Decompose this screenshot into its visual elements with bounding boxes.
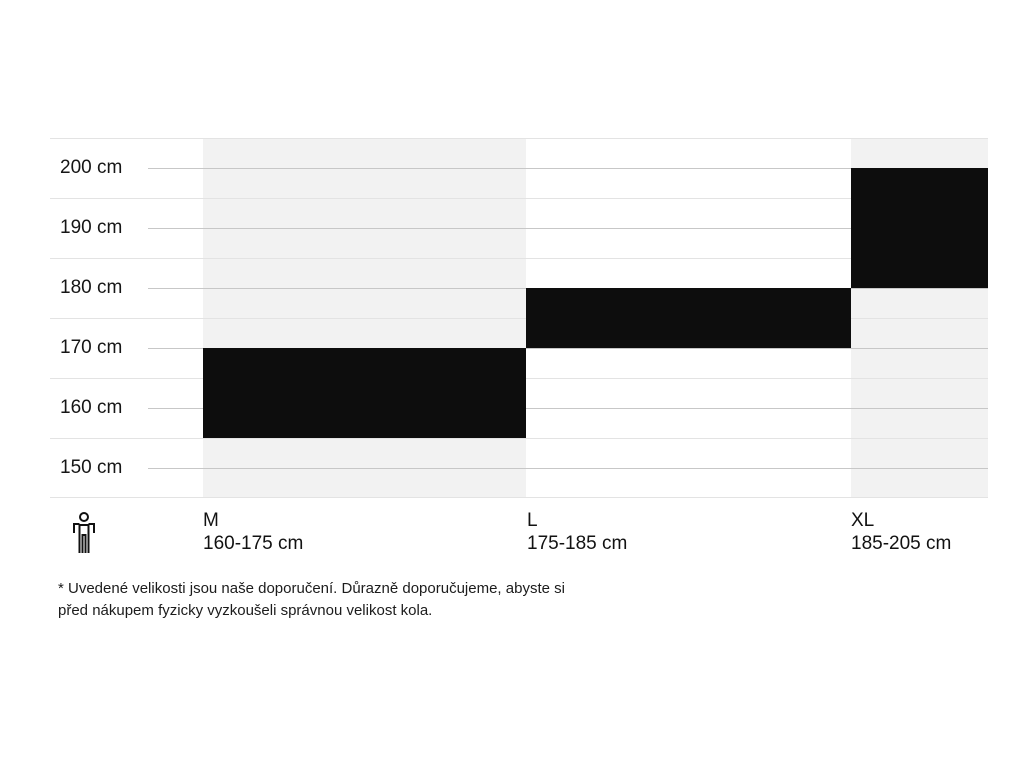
disclaimer-line: * Uvedené velikosti jsou naše doporučení…: [58, 580, 565, 597]
y-tick-label: 200 cm: [60, 157, 123, 178]
range-bar-size-xl: [851, 168, 988, 288]
x-category-size-xl: XL 185-205 cm: [851, 509, 951, 555]
y-tick-line: [148, 168, 988, 169]
size-label: XL: [851, 510, 875, 531]
size-disclaimer: * Uvedené velikosti jsou naše doporučení…: [58, 578, 565, 622]
y-tick-line: [148, 468, 988, 469]
y-tick-line: [148, 228, 988, 229]
height-size-chart: 200 cm 190 cm 180 cm 170 cm 160 cm 150 c…: [50, 138, 988, 498]
size-label: M: [203, 510, 219, 531]
size-range: 160-175 cm: [203, 533, 304, 554]
y-tick-label: 170 cm: [60, 337, 123, 358]
y-tick-line: [148, 348, 988, 349]
grid-row-line: [50, 438, 988, 439]
y-tick-line: [148, 408, 988, 409]
grid-row-line: [50, 258, 988, 259]
y-tick-label: 150 cm: [60, 457, 123, 478]
person-height-icon: [71, 509, 97, 556]
grid-row-line: [50, 497, 988, 498]
grid-row-line: [50, 138, 988, 139]
size-range: 185-205 cm: [851, 533, 952, 554]
disclaimer-line: před nákupem fyzicky vyzkoušeli správnou…: [58, 602, 433, 619]
size-range: 175-185 cm: [527, 533, 628, 554]
grid-row-line: [50, 198, 988, 199]
x-category-size-l: L 175-185 cm: [527, 509, 627, 555]
range-bar-size-m: [203, 348, 526, 438]
y-tick-label: 190 cm: [60, 217, 123, 238]
range-bar-size-l: [526, 288, 851, 348]
x-category-size-m: M 160-175 cm: [203, 509, 303, 555]
y-tick-label: 180 cm: [60, 277, 123, 298]
grid-row-line: [50, 318, 988, 319]
y-tick-label: 160 cm: [60, 397, 123, 418]
size-label: L: [527, 510, 538, 531]
